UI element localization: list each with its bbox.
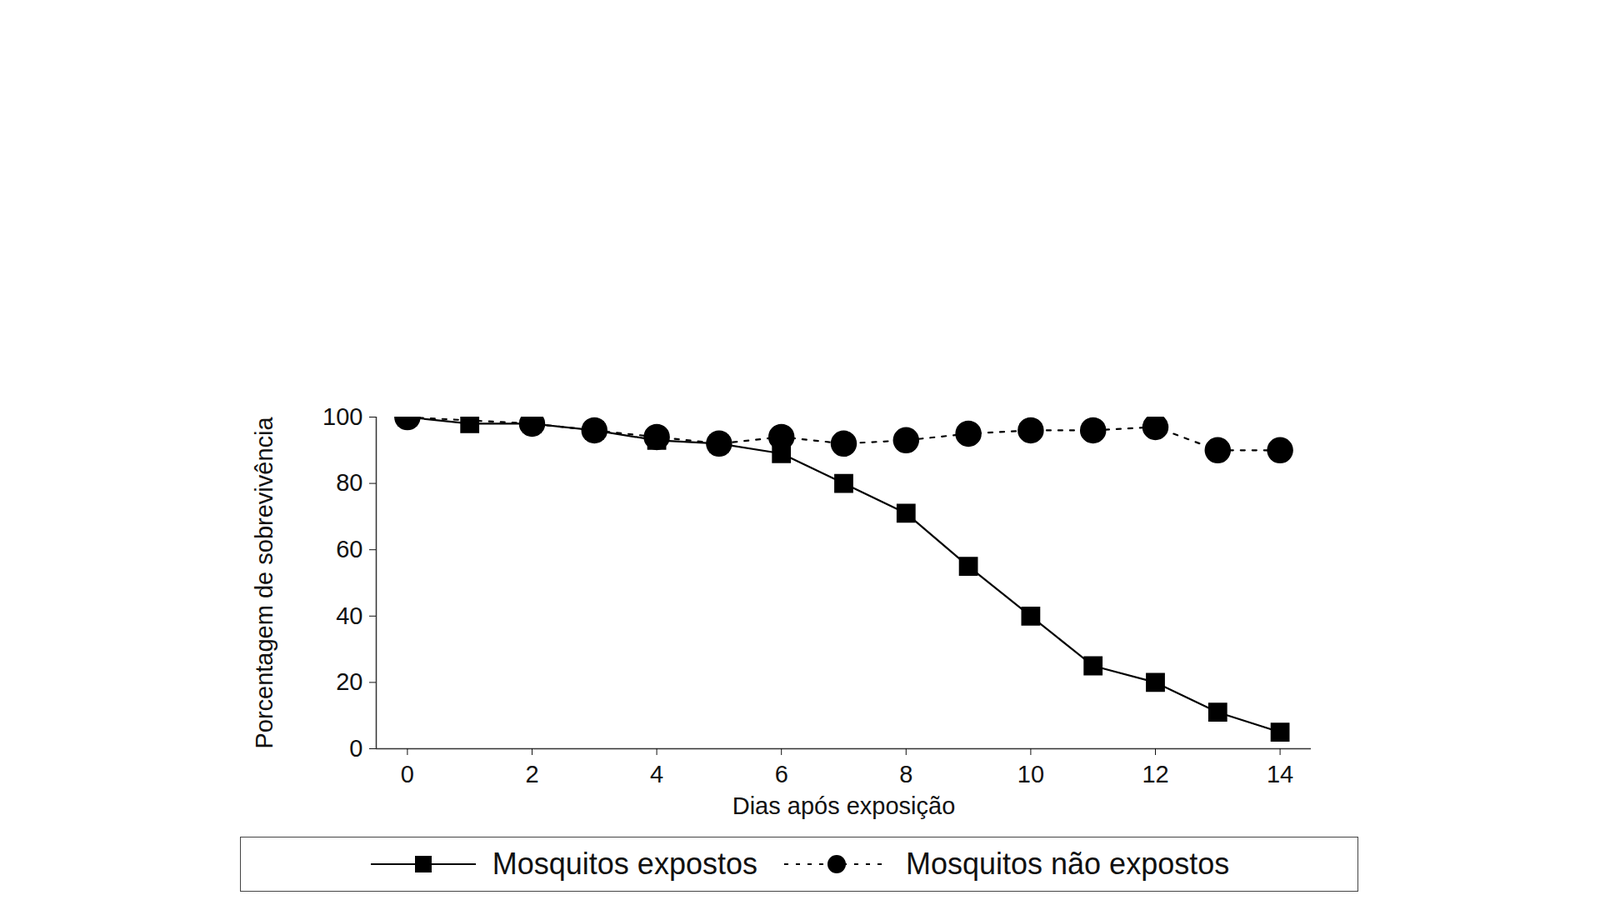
- svg-text:8: 8: [899, 760, 913, 788]
- svg-text:40: 40: [335, 602, 363, 630]
- svg-text:2: 2: [525, 760, 539, 788]
- svg-text:4: 4: [650, 760, 664, 788]
- html-text:Mosquitos não expostos: Mosquitos não expostos: [905, 846, 1230, 881]
- svg-text:6: 6: [775, 760, 789, 788]
- html-text:Mosquitos expostos: Mosquitos expostos: [492, 846, 758, 881]
- svg-text:12: 12: [1141, 760, 1169, 788]
- svg-text:60: 60: [335, 535, 363, 563]
- svg-text:10: 10: [1017, 760, 1045, 788]
- svg-text:Porcentagem de sobrevivência: Porcentagem de sobrevivência: [250, 416, 278, 750]
- svg-text:100: 100: [322, 403, 363, 430]
- svg-text:20: 20: [335, 668, 363, 695]
- svg-text:80: 80: [335, 469, 363, 496]
- svg-text:14: 14: [1266, 760, 1294, 788]
- svg-text:Dias após exposição: Dias após exposição: [732, 792, 956, 820]
- svg-text:0: 0: [349, 735, 363, 762]
- svg-text:0: 0: [400, 760, 415, 788]
